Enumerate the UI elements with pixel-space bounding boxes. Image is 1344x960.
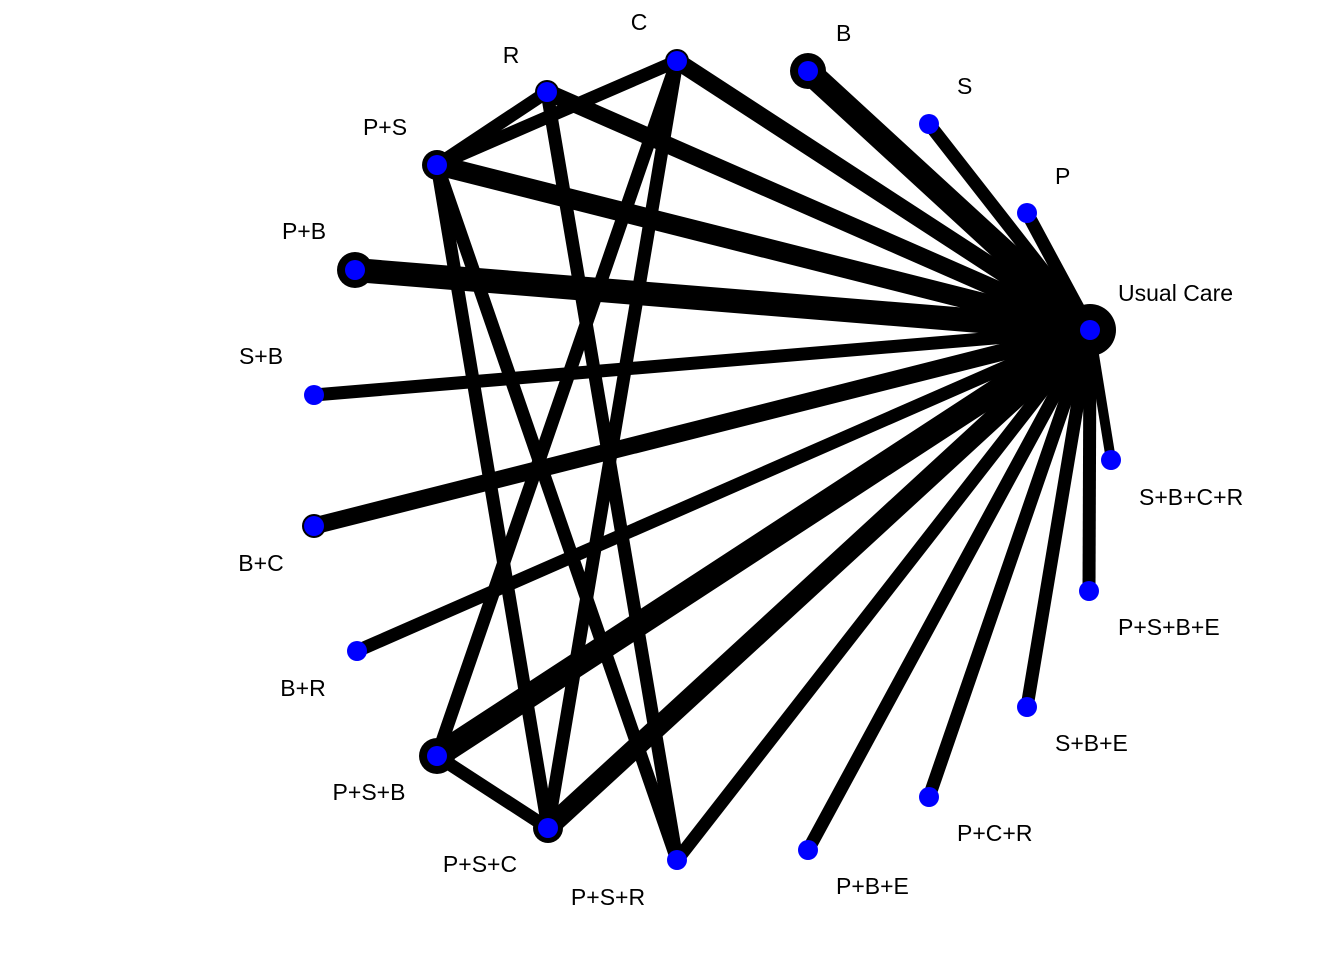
node-label-psc: P+S+C xyxy=(443,851,517,877)
edge-usual_care-sb xyxy=(313,323,1091,402)
node-pbe xyxy=(798,840,818,860)
node-label-c: C xyxy=(631,9,648,35)
edge-usual_care-c xyxy=(672,53,1095,338)
edge-usual_care-psbe xyxy=(1082,329,1097,592)
node-label-sbe: S+B+E xyxy=(1055,730,1128,756)
edge-c-psc xyxy=(541,59,684,830)
node-psr xyxy=(667,850,687,870)
node-label-usual_care: Usual Care xyxy=(1118,280,1233,306)
edges-layer xyxy=(311,53,1116,864)
edge-ps-psc xyxy=(430,163,555,830)
node-label-psbe: P+S+B+E xyxy=(1118,614,1220,640)
node-b xyxy=(798,61,818,81)
edge-usual_care-ps xyxy=(434,155,1093,340)
node-bc xyxy=(304,516,324,536)
node-label-r: R xyxy=(503,42,520,68)
node-r xyxy=(537,82,557,102)
node-pb xyxy=(345,260,365,280)
node-label-s: S xyxy=(957,73,972,99)
node-label-sb: S+B xyxy=(239,343,283,369)
node-label-pbe: P+B+E xyxy=(836,873,909,899)
edge-usual_care-r xyxy=(543,84,1094,338)
node-psc xyxy=(538,818,558,838)
node-psbe xyxy=(1079,581,1099,601)
edge-usual_care-bc xyxy=(311,321,1093,535)
edge-usual_care-b xyxy=(799,62,1099,339)
node-label-b: B xyxy=(836,20,851,46)
node-psb xyxy=(427,746,447,766)
node-label-psb: P+S+B xyxy=(333,779,406,805)
edge-usual_care-pcr xyxy=(922,327,1097,800)
node-ps xyxy=(427,155,447,175)
node-usual_care xyxy=(1080,320,1100,340)
node-label-p: P xyxy=(1055,163,1070,189)
edge-usual_care-sbe xyxy=(1020,328,1097,709)
labels-layer: Usual Care P S B C R P+S P+B S+B B+C B+R P+S+B P+S+C… xyxy=(238,9,1243,910)
edge-usual_care-br xyxy=(354,324,1093,657)
node-label-psr: P+S+R xyxy=(571,884,645,910)
node-label-br: B+R xyxy=(280,675,325,701)
node-s xyxy=(919,114,939,134)
node-c xyxy=(667,51,687,71)
node-sb xyxy=(304,385,324,405)
node-pcr xyxy=(919,787,939,807)
edge-ps-psr xyxy=(430,162,684,863)
node-label-pcr: P+C+R xyxy=(957,820,1032,846)
edge-usual_care-pbe xyxy=(802,326,1096,854)
edge-c-psb xyxy=(430,58,684,759)
node-label-bc: B+C xyxy=(238,550,283,576)
node-p xyxy=(1017,203,1037,223)
nodes-layer xyxy=(302,49,1121,870)
node-label-sbcr: S+B+C+R xyxy=(1139,484,1243,510)
node-br xyxy=(347,641,367,661)
node-label-pb: P+B xyxy=(282,218,326,244)
node-sbcr xyxy=(1101,450,1121,470)
edge-usual_care-psb xyxy=(430,319,1097,767)
node-label-ps: P+S xyxy=(363,114,407,140)
edge-usual_care-s xyxy=(923,119,1096,335)
node-sbe xyxy=(1017,697,1037,717)
edge-psb-psc xyxy=(433,750,552,834)
edge-usual_care-psr xyxy=(671,326,1096,864)
